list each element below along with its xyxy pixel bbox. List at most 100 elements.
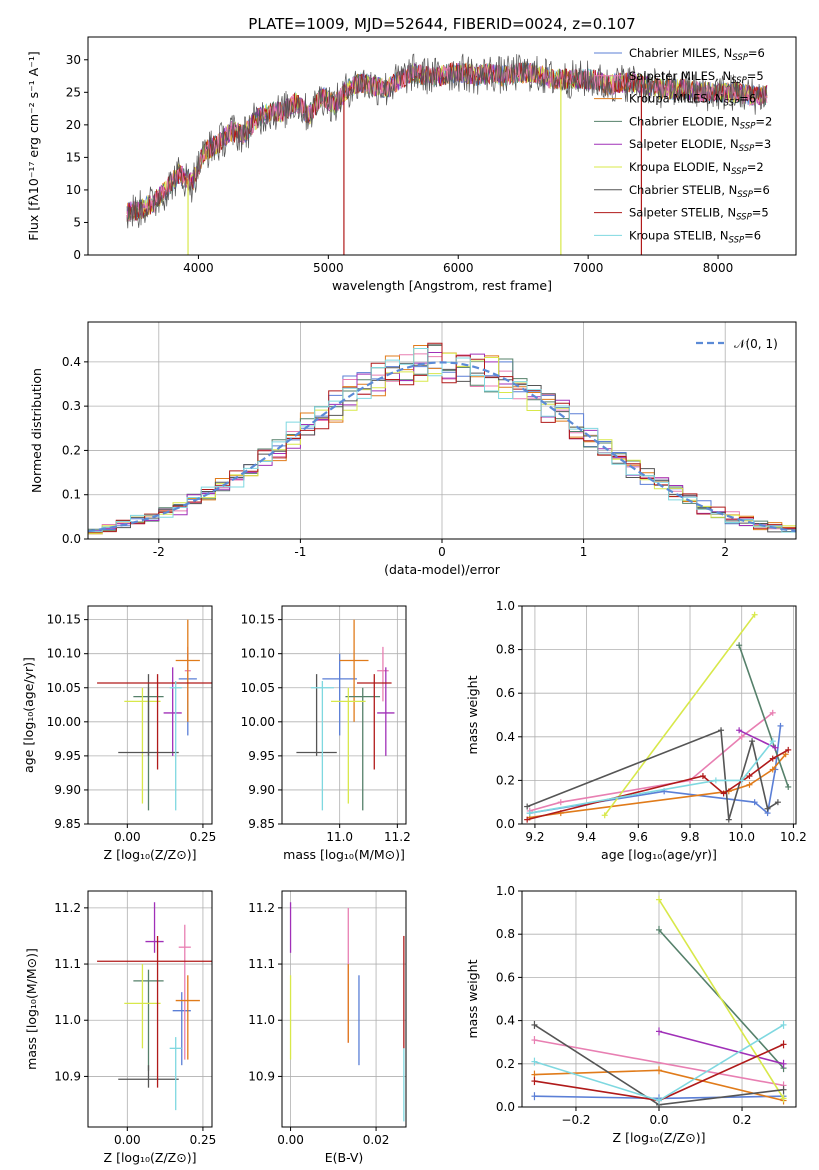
y-tick-label: 0.6	[496, 970, 515, 984]
x-tick-label: 1	[580, 545, 588, 559]
y-tick-label: 0.6	[496, 686, 515, 700]
y-tick-label: 0.4	[496, 730, 515, 744]
x-tick-label: 0.0	[649, 1113, 668, 1127]
y-tick-label: 0.2	[62, 443, 81, 457]
panel-residuals: -2 -1 0 1 2 0.0 0.1 0.2 0.3 0.4 (data-model)/error…	[29, 321, 797, 577]
weight-age-line	[604, 614, 756, 816]
y-axis-label: Normed distribution	[29, 368, 44, 493]
y-tick-label: 0.2	[496, 773, 515, 787]
y-tick-label: 10	[66, 183, 81, 197]
y-axis-label: mass weight	[465, 675, 480, 754]
legend-entry: Salpeter MILES, NSSP=5	[629, 69, 764, 86]
x-axis-label: Z [log₁₀(Z/Z⊙)]	[613, 1130, 706, 1145]
plot-area	[289, 902, 405, 1122]
spectrum-line	[126, 53, 768, 229]
x-tick-label: 0	[438, 545, 446, 559]
y-tick-label: 0.0	[496, 1100, 515, 1114]
axes-frame	[87, 605, 213, 825]
normal-curve	[88, 361, 796, 533]
y-tick-label: 10.00	[47, 715, 81, 729]
y-tick-label: 0.4	[496, 1014, 515, 1028]
legend-entry: Chabrier STELIB, NSSP=6	[629, 183, 770, 200]
x-tick-label: 11.2	[384, 830, 411, 844]
x-tick-label: 5000	[313, 261, 344, 275]
panel-mass_vs_ebv: 0.00 0.02 10.9 11.0 11.1 11.2 E(B-V)	[248, 890, 407, 1165]
plot-area	[524, 611, 792, 823]
weight-z-line	[534, 1039, 784, 1087]
weight-age-line	[529, 753, 787, 819]
y-axis-label: Flux [fλ10⁻¹⁷ erg cm⁻² s⁻¹ A⁻¹]	[26, 51, 41, 240]
panel-spectrum: 4000 5000 6000 7000 8000 0 5 10 15 20 25 30 waveleng…	[26, 36, 797, 293]
axes-frame	[281, 890, 407, 1128]
plot-area	[531, 895, 787, 1107]
y-tick-label: 10.15	[47, 613, 81, 627]
x-tick-label: 0.00	[114, 1133, 141, 1147]
y-tick-label: 11.0	[54, 1013, 81, 1027]
y-tick-label: 10.10	[241, 647, 275, 661]
x-tick-label: 11.0	[326, 830, 353, 844]
y-tick-label: 10.15	[241, 613, 275, 627]
y-tick-label: 5	[73, 215, 81, 229]
x-tick-label: 2	[721, 545, 729, 559]
x-tick-label: 6000	[443, 261, 474, 275]
x-tick-label: 4000	[183, 261, 214, 275]
plot-area	[126, 53, 768, 255]
legend-entry: Salpeter ELODIE, NSSP=3	[629, 137, 771, 154]
y-axis-label: age [log₁₀(age/yr)]	[21, 657, 36, 773]
x-tick-label: 9.4	[577, 830, 596, 844]
x-tick-label: -2	[153, 545, 165, 559]
weight-age-line	[529, 725, 782, 815]
weight-z-line	[658, 1030, 784, 1065]
legend-entry: Kroupa ELODIE, NSSP=2	[629, 160, 764, 177]
x-axis-label: E(B-V)	[325, 1150, 364, 1165]
plot-area	[97, 902, 212, 1111]
y-tick-label: 1.0	[496, 884, 515, 898]
legend-entry: Kroupa STELIB, NSSP=6	[629, 228, 761, 245]
panel-weight_vs_age: 9.2 9.4 9.6 9.8 10.0 10.2 0.0 0.2 0.4 0.6 0.8 1.0 ag…	[465, 599, 807, 862]
x-tick-label: 0.00	[114, 830, 141, 844]
x-tick-label: 10.0	[728, 830, 755, 844]
y-tick-label: 20	[66, 118, 81, 132]
figure-title: PLATE=1009, MJD=52644, FIBERID=0024, z=0…	[248, 15, 635, 33]
legend-entry: Chabrier ELODIE, NSSP=2	[629, 114, 772, 131]
y-tick-label: 0.8	[496, 927, 515, 941]
y-tick-label: 0.2	[496, 1057, 515, 1071]
y-tick-label: 9.95	[248, 749, 275, 763]
x-tick-label: −0.2	[561, 1113, 590, 1127]
y-tick-label: 0.0	[62, 532, 81, 546]
x-axis-label: (data-model)/error	[384, 562, 501, 577]
y-tick-label: 0.8	[496, 643, 515, 657]
y-tick-label: 10.05	[241, 681, 275, 695]
y-tick-label: 10.9	[54, 1069, 81, 1083]
legend-entry: Chabrier MILES, NSSP=6	[629, 46, 765, 63]
axes-frame	[521, 605, 797, 825]
panel-age_vs_z: 0.00 0.25 9.85 9.90 9.95 10.00 10.05 10.10 10.15…	[21, 605, 217, 862]
y-axis-label: mass [log₁₀(M/M⊙)]	[24, 948, 39, 1070]
x-axis-label: Z [log₁₀(Z/Z⊙)]	[104, 847, 197, 862]
x-axis-label: mass [log₁₀(M/M⊙)]	[283, 847, 405, 862]
x-axis-label: wavelength [Angstrom, rest frame]	[332, 278, 552, 293]
y-tick-label: 0	[73, 248, 81, 262]
y-tick-label: 11.0	[248, 1013, 275, 1027]
y-tick-label: 9.85	[248, 817, 275, 831]
y-tick-label: 11.2	[54, 901, 81, 915]
y-tick-label: 10.9	[248, 1069, 275, 1083]
plot-area	[97, 619, 212, 811]
y-tick-label: 0.0	[496, 817, 515, 831]
weight-age-line	[529, 740, 774, 814]
axes-frame	[87, 890, 213, 1128]
x-tick-label: 9.2	[525, 830, 544, 844]
x-tick-label: 0.00	[277, 1133, 304, 1147]
y-tick-label: 11.1	[248, 957, 275, 971]
x-axis-label: age [log₁₀(age/yr)]	[601, 847, 717, 862]
x-tick-label: 0.25	[190, 830, 217, 844]
y-tick-label: 9.95	[54, 749, 81, 763]
y-tick-label: 0.3	[62, 399, 81, 413]
x-axis-label: Z [log₁₀(Z/Z⊙)]	[104, 1150, 197, 1165]
y-tick-label: 0.1	[62, 488, 81, 502]
legend-entry: 𝒩(0, 1)	[734, 337, 778, 351]
x-tick-label: 7000	[573, 261, 604, 275]
x-tick-label: 0.02	[363, 1133, 390, 1147]
y-tick-label: 10.00	[241, 715, 275, 729]
